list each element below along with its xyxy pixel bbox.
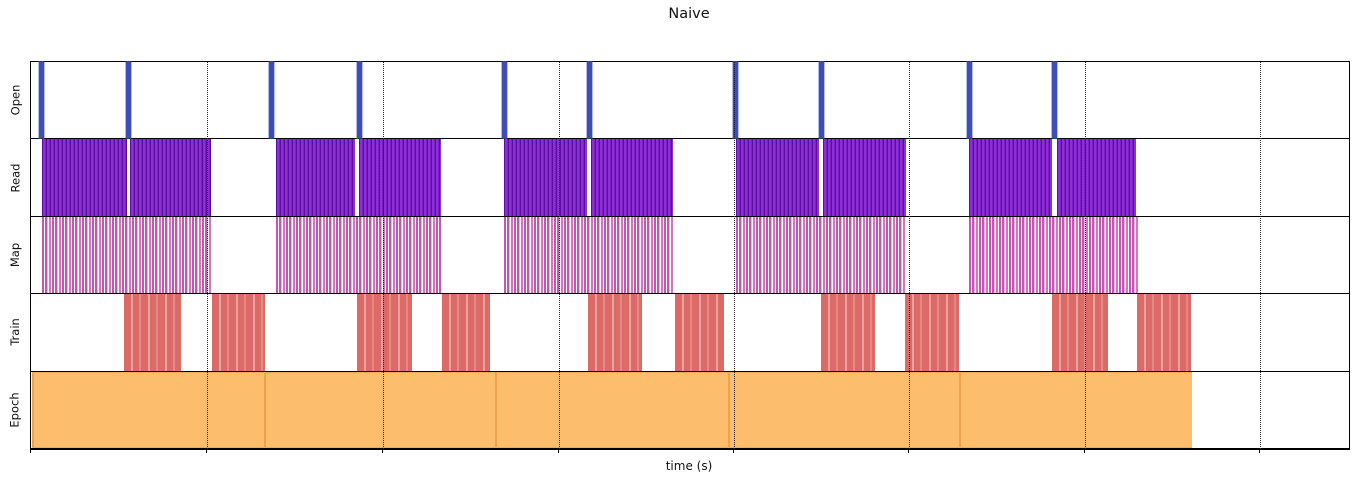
train-block [587, 294, 643, 371]
lane-read: Read [8, 139, 1349, 217]
open-event-bar [125, 62, 131, 139]
map-block [42, 216, 212, 294]
x-axis-tick [205, 449, 207, 453]
x-axis-ticks [30, 449, 1348, 454]
map-block [276, 216, 442, 294]
row-label-wrap: Train [1, 294, 29, 370]
open-event-bar [733, 62, 739, 139]
lane-train: Train [8, 294, 1349, 372]
train-block [1052, 294, 1109, 371]
gridline [1260, 62, 1262, 449]
row-label-epoch: Epoch [8, 392, 22, 428]
read-block [42, 139, 127, 216]
train-block [1137, 294, 1191, 371]
read-block [504, 139, 588, 216]
read-block [969, 139, 1053, 216]
open-event-bar [501, 62, 507, 139]
lane-open: Open [8, 62, 1349, 140]
row-label-wrap: Open [1, 62, 29, 138]
lane-map: Map [8, 216, 1349, 295]
gridline [558, 62, 560, 449]
x-axis-tick [1259, 449, 1261, 453]
x-axis-tick [557, 449, 559, 453]
train-block [821, 294, 876, 371]
epoch-block [32, 371, 264, 448]
read-block [1057, 139, 1136, 216]
row-label-wrap: Epoch [1, 372, 29, 448]
gridline [909, 62, 911, 449]
x-axis-tick [1084, 449, 1085, 453]
epoch-block [727, 371, 959, 448]
train-block [356, 294, 413, 371]
gridline [734, 62, 736, 449]
row-label-read: Read [8, 163, 22, 193]
x-axis-tick [382, 449, 384, 453]
read-block [822, 139, 907, 216]
read-block [276, 139, 355, 216]
open-event-bar [966, 62, 972, 139]
x-axis-tick [733, 449, 735, 453]
gridline [206, 62, 208, 449]
read-block [359, 139, 442, 216]
open-event-bar [268, 62, 274, 139]
epoch-block [959, 371, 1193, 448]
open-event-bar [586, 62, 592, 139]
open-event-bar [38, 62, 44, 139]
train-block [441, 294, 491, 371]
epoch-block [495, 371, 728, 448]
map-block [735, 216, 906, 294]
train-block [124, 294, 181, 371]
open-event-bar [818, 62, 824, 139]
row-label-map: Map [8, 242, 22, 268]
chart-title: Naive [668, 6, 710, 22]
lane-epoch: Epoch [8, 371, 1349, 449]
row-label-train: Train [8, 318, 22, 347]
row-label-wrap: Read [1, 139, 29, 215]
gridline [1085, 62, 1086, 449]
read-block [735, 139, 820, 216]
x-axis-label: time (s) [665, 459, 713, 473]
open-event-bar [1052, 62, 1058, 139]
x-axis-tick [30, 449, 31, 453]
row-label-open: Open [8, 84, 22, 116]
read-block [591, 139, 673, 216]
epoch-block [264, 371, 496, 448]
train-block [211, 294, 265, 371]
read-block [129, 139, 212, 216]
open-event-bar [356, 62, 362, 139]
train-block [674, 294, 724, 371]
gridline [383, 62, 385, 449]
map-block [504, 216, 673, 294]
train-block [904, 294, 959, 371]
map-block [969, 216, 1138, 294]
row-label-wrap: Map [1, 217, 29, 293]
x-axis-tick [908, 449, 910, 453]
plot-area: Open Read Map Train Epoch [8, 61, 1350, 450]
